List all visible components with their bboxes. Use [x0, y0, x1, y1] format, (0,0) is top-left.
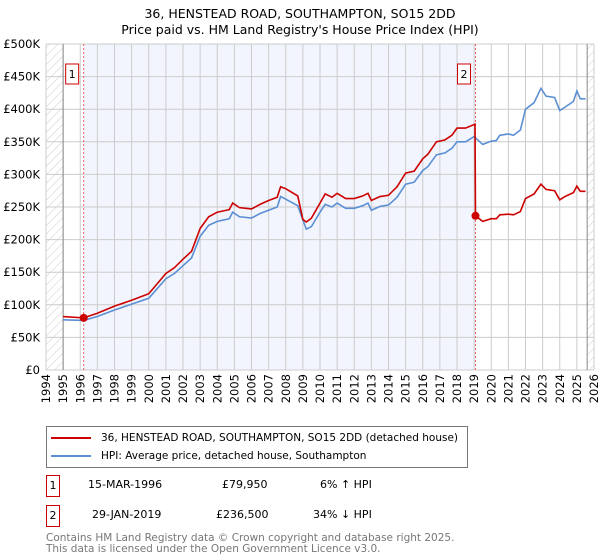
- transaction-marker: 1: [46, 475, 60, 497]
- x-tick-label: 2006: [245, 374, 259, 403]
- x-tick-label: 2017: [433, 374, 447, 403]
- y-tick-label: £50K: [11, 330, 41, 344]
- x-tick-label: 2010: [313, 374, 327, 403]
- transaction-date: 15-MAR-1996: [88, 478, 163, 491]
- transaction-price: £236,500: [216, 508, 269, 521]
- x-tick-label: 2025: [570, 374, 584, 403]
- x-tick-label: 1996: [73, 374, 87, 403]
- x-tick-label: 2003: [193, 374, 207, 403]
- x-tick-label: 1997: [90, 374, 104, 403]
- y-tick-label: £150K: [3, 265, 40, 279]
- legend: 36, HENSTEAD ROAD, SOUTHAMPTON, SO15 2DD…: [46, 426, 468, 468]
- sale-point: [471, 211, 480, 220]
- legend-blue-line: [51, 455, 91, 457]
- legend-hpi: HPI: Average price, detached house, Sout…: [101, 450, 367, 462]
- x-tick-label: 2000: [142, 374, 156, 403]
- x-tick-label: 2016: [416, 374, 430, 403]
- x-tick-label: 2008: [279, 374, 293, 403]
- y-tick-label: £500K: [3, 37, 40, 51]
- x-tick-label: 2022: [519, 374, 533, 403]
- price-chart: 1994 1995 1996 1997 1998 1999 2000 2001 2002 2003…: [3, 37, 600, 403]
- x-tick-label: 2019: [467, 374, 481, 403]
- y-tick-label: £250K: [3, 200, 40, 214]
- x-tick-label: 2024: [553, 374, 567, 403]
- transaction-date: 29-JAN-2019: [92, 508, 162, 521]
- x-tick-label: 2021: [501, 374, 515, 403]
- x-tick-label: 2001: [159, 374, 173, 403]
- x-tick-label: 2026: [587, 374, 600, 403]
- transaction-hpi: 6% ↑ HPI: [320, 478, 372, 491]
- chart-title: 36, HENSTEAD ROAD, SOUTHAMPTON, SO15 2DD: [144, 6, 456, 21]
- footer-line-2: This data is licensed under the Open Gov…: [46, 543, 381, 555]
- x-tick-label: 1995: [56, 374, 70, 403]
- x-tick-label: 2013: [364, 374, 378, 403]
- x-tick-label: 2007: [262, 374, 276, 403]
- x-tick-label: 2014: [382, 374, 396, 403]
- footer: Contains HM Land Registry data © Crown c…: [46, 533, 454, 555]
- annotation-box: [456, 63, 471, 85]
- x-tick-label: 2012: [347, 374, 361, 403]
- property-price-line: [63, 123, 586, 319]
- annotation-box: [65, 63, 80, 85]
- hpi-line: [63, 86, 586, 322]
- y-tick-label: £100K: [3, 298, 40, 312]
- y-tick-label: £0: [25, 363, 40, 377]
- x-tick-label: 2023: [536, 374, 550, 403]
- x-tick-label: 1994: [39, 374, 53, 403]
- x-tick-label: 2020: [484, 374, 498, 403]
- x-tick-label: 2004: [210, 374, 224, 403]
- y-tick-label: £350K: [3, 135, 40, 149]
- transaction-hpi: 34% ↓ HPI: [313, 508, 372, 521]
- transaction-marker: 2: [46, 505, 60, 527]
- x-tick-label: 2005: [227, 374, 241, 403]
- x-tick-label: 2009: [296, 374, 310, 403]
- x-tick-label: 2018: [450, 374, 464, 403]
- y-tick-label: £200K: [3, 233, 40, 247]
- y-tick-label: £400K: [3, 102, 40, 116]
- y-tick-label: £300K: [3, 167, 40, 181]
- x-tick-label: 2011: [330, 374, 344, 403]
- x-tick-label: 2015: [399, 374, 413, 403]
- legend-property: 36, HENSTEAD ROAD, SOUTHAMPTON, SO15 2DD…: [101, 432, 459, 444]
- annotation-label: 1: [69, 68, 76, 81]
- transaction-price: £79,950: [222, 478, 268, 491]
- annotation-label: 2: [460, 68, 467, 81]
- y-tick-label: £450K: [3, 70, 40, 84]
- x-tick-label: 2002: [176, 374, 190, 403]
- x-tick-label: 1999: [125, 374, 139, 403]
- footer-line-1: Contains HM Land Registry data © Crown c…: [46, 532, 455, 544]
- legend-red-line: [51, 437, 91, 439]
- sale-point: [79, 313, 88, 322]
- chart-subtitle: Price paid vs. HM Land Registry's House …: [121, 22, 479, 37]
- x-tick-label: 1998: [108, 374, 122, 403]
